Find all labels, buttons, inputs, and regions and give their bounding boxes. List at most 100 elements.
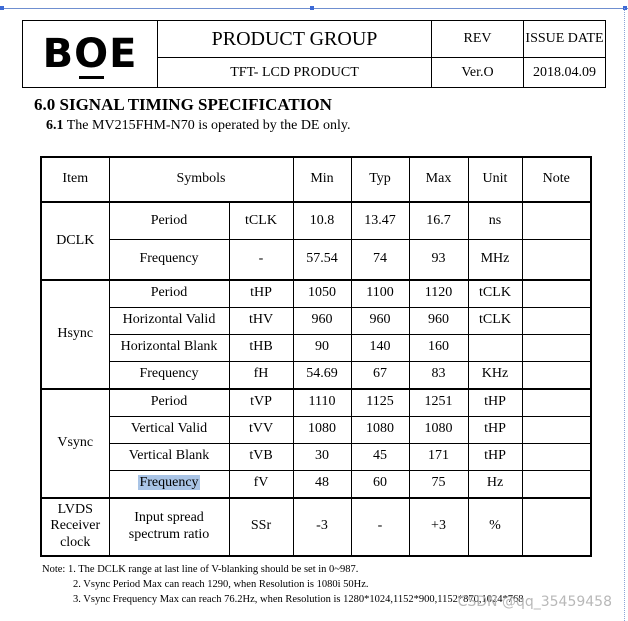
logo-cell: BOE bbox=[22, 20, 158, 88]
issue-date-label: ISSUE DATE bbox=[523, 20, 606, 58]
section-title: 6.0 SIGNAL TIMING SPECIFICATION bbox=[34, 95, 332, 114]
table-row: Horizontal Blank tHB 90 140 160 bbox=[41, 333, 592, 362]
table-header-row: Item Symbols Min Typ Max Unit Note bbox=[40, 156, 592, 203]
param-min: 54.69 bbox=[292, 360, 352, 389]
boe-logo: BOE bbox=[42, 31, 138, 79]
frame-handle bbox=[310, 6, 314, 10]
param-name: Period bbox=[108, 201, 230, 240]
group-label-hsync: Hsync bbox=[40, 278, 110, 389]
param-name: Frequency bbox=[108, 360, 230, 389]
param-symbol: tHV bbox=[228, 306, 294, 335]
param-typ: 1125 bbox=[350, 387, 410, 417]
param-unit: tCLK bbox=[467, 306, 523, 335]
subsection-title: 6.1 The MV215FHM-N70 is operated by the … bbox=[46, 118, 350, 134]
param-typ: 45 bbox=[350, 442, 410, 471]
param-note bbox=[521, 278, 592, 308]
param-note bbox=[521, 415, 592, 444]
frame-handle bbox=[0, 6, 4, 10]
param-max: 83 bbox=[408, 360, 469, 389]
param-min: 960 bbox=[292, 306, 352, 335]
param-min: 10.8 bbox=[292, 201, 352, 240]
param-max: 93 bbox=[408, 239, 469, 280]
col-header-item: Item bbox=[40, 156, 110, 203]
col-header-min: Min bbox=[292, 156, 352, 203]
param-symbol: tCLK bbox=[228, 201, 294, 240]
table-row: Vertical Valid tVV 1080 1080 1080 tHP bbox=[41, 415, 592, 444]
param-min: 48 bbox=[292, 469, 352, 498]
param-min: -3 bbox=[292, 496, 352, 556]
param-typ: 960 bbox=[350, 306, 410, 335]
param-unit: tHP bbox=[467, 387, 523, 417]
param-name: Frequency bbox=[108, 239, 230, 280]
param-typ: 74 bbox=[350, 239, 410, 280]
table-row: Hsync Period tHP 1050 1100 1120 tCLK bbox=[40, 278, 592, 389]
param-typ: 67 bbox=[350, 360, 410, 389]
param-note bbox=[521, 360, 592, 389]
document-header: BOE PRODUCT GROUP REV ISSUE DATE TFT- LC… bbox=[22, 20, 606, 88]
signal-timing-table: Item Symbols Min Typ Max Unit Note DCLK … bbox=[40, 156, 592, 557]
param-note bbox=[521, 442, 592, 471]
rev-label: REV bbox=[431, 20, 524, 58]
param-typ: 13.47 bbox=[350, 201, 410, 240]
group-label-vsync: Vsync bbox=[40, 387, 110, 498]
param-note bbox=[521, 333, 592, 362]
param-name: Vertical Blank bbox=[108, 442, 230, 471]
table-row: Vertical Blank tVB 30 45 171 tHP bbox=[41, 442, 592, 471]
param-max: 160 bbox=[408, 333, 469, 362]
param-max: 16.7 bbox=[408, 201, 469, 240]
page-frame-top bbox=[0, 8, 628, 9]
note-line: 3. Vsync Frequency Max can reach 76.2Hz,… bbox=[73, 594, 524, 605]
param-symbol: tHP bbox=[228, 278, 294, 308]
param-name: Horizontal Blank bbox=[108, 333, 230, 362]
frame-handle bbox=[623, 6, 627, 10]
param-max: 1120 bbox=[408, 278, 469, 308]
param-typ: - bbox=[350, 496, 410, 556]
param-unit: tCLK bbox=[467, 278, 523, 308]
param-symbol: - bbox=[228, 239, 294, 280]
param-symbol: fH bbox=[228, 360, 294, 389]
page-frame-right bbox=[624, 8, 625, 621]
col-header-symbols: Symbols bbox=[108, 156, 294, 203]
param-note bbox=[521, 306, 592, 335]
table-row: Vsync Period tVP 1110 1125 1251 tHP bbox=[40, 387, 592, 498]
param-note bbox=[521, 201, 592, 240]
param-symbol: tVB bbox=[228, 442, 294, 471]
param-unit bbox=[467, 333, 523, 362]
table-notes: Note: 1. The DCLK range at last line of … bbox=[42, 562, 523, 607]
col-header-typ: Typ bbox=[350, 156, 410, 203]
note-line: 2. Vsync Period Max can reach 1290, when… bbox=[73, 579, 369, 590]
param-symbol: tVV bbox=[228, 415, 294, 444]
group-label-dclk: DCLK bbox=[40, 201, 110, 280]
param-unit: tHP bbox=[467, 442, 523, 471]
param-max: 1251 bbox=[408, 387, 469, 417]
param-unit: ns bbox=[467, 201, 523, 240]
param-name-line: Input spread bbox=[134, 510, 204, 526]
param-note bbox=[521, 387, 592, 417]
col-header-unit: Unit bbox=[467, 156, 523, 203]
param-min: 57.54 bbox=[292, 239, 352, 280]
subsection-number: 6.1 bbox=[46, 118, 64, 133]
param-name: Vertical Valid bbox=[108, 415, 230, 444]
note-line: Note: 1. The DCLK range at last line of … bbox=[42, 564, 359, 575]
text-selection[interactable]: Frequency bbox=[138, 475, 200, 491]
issue-date-value: 2018.04.09 bbox=[523, 57, 606, 88]
group-label-line: Receiver bbox=[50, 518, 101, 534]
param-typ: 140 bbox=[350, 333, 410, 362]
param-note bbox=[521, 496, 592, 556]
table-row: Frequency fV 48 60 75 Hz bbox=[41, 469, 592, 498]
param-min: 1050 bbox=[292, 278, 352, 308]
param-symbol: SSr bbox=[228, 496, 294, 556]
group-label-line: LVDS bbox=[57, 502, 93, 518]
group-label-line: clock bbox=[60, 534, 91, 550]
param-symbol: tVP bbox=[228, 387, 294, 417]
param-unit: MHz bbox=[467, 239, 523, 280]
table-row: LVDS Receiver clock Input spread spectru… bbox=[40, 496, 592, 556]
param-name-selected[interactable]: Frequency bbox=[108, 469, 230, 498]
table-row: DCLK Period tCLK 10.8 13.47 16.7 ns bbox=[40, 201, 592, 280]
rev-value: Ver.O bbox=[431, 57, 524, 88]
param-name: Input spread spectrum ratio bbox=[108, 496, 230, 556]
param-name: Period bbox=[108, 278, 230, 308]
param-min: 30 bbox=[292, 442, 352, 471]
param-name: Period bbox=[108, 387, 230, 417]
param-unit: Hz bbox=[467, 469, 523, 498]
